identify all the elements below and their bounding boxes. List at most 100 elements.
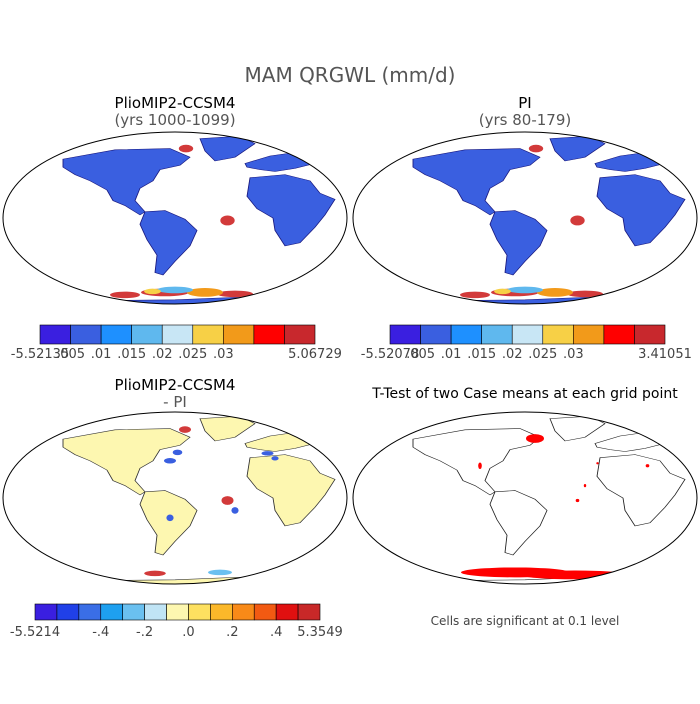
- colorbar-swatch: [275, 603, 299, 621]
- colorbar-label: -5.52135: [11, 347, 69, 362]
- colorbar-label: .015: [467, 347, 496, 362]
- map-panel: PlioMIP2-CCSM4(yrs 1000-1099) -5.52135.00…: [2, 94, 348, 362]
- colorbar-swatch: [542, 324, 574, 345]
- colorbar-label: .005: [406, 347, 435, 362]
- colorbar-swatch: [39, 324, 71, 345]
- value-patch: [478, 462, 482, 470]
- colorbar-label: .005: [56, 347, 85, 362]
- figure-title: MAM QRGWL (mm/d): [245, 63, 456, 87]
- colorbar-swatch: [481, 324, 513, 345]
- colorbar-swatch: [450, 324, 482, 345]
- colorbar-label: .2: [226, 625, 238, 640]
- colorbar-label: .01: [91, 347, 112, 362]
- colorbar-swatch: [634, 324, 666, 345]
- colorbar-swatch: [100, 324, 132, 345]
- value-patch: [208, 569, 232, 576]
- value-patch: [166, 514, 174, 522]
- panel-footer: Cells are significant at 0.1 level: [431, 614, 620, 628]
- colorbar-swatch: [34, 603, 58, 621]
- colorbar-label: -5.5214: [10, 625, 60, 640]
- colorbar-swatch: [223, 324, 255, 345]
- colorbar-swatch: [511, 324, 544, 345]
- value-patch: [178, 144, 194, 153]
- colorbar-swatch: [70, 324, 102, 345]
- value-patch: [645, 464, 650, 468]
- colorbar-swatch: [56, 603, 80, 621]
- colorbar-swatch: [573, 324, 605, 345]
- value-patch: [231, 507, 239, 514]
- map-border: [352, 411, 698, 585]
- map-content: [399, 135, 697, 304]
- map-content: [49, 135, 347, 304]
- colorbar-label: .02: [502, 347, 523, 362]
- value-patch: [164, 458, 176, 464]
- colorbar-label: 5.06729: [288, 347, 342, 362]
- value-patch: [217, 290, 253, 298]
- colorbar-swatch: [232, 603, 255, 621]
- value-patch: [567, 290, 603, 298]
- colorbar-label: .025: [178, 347, 207, 362]
- value-patch: [460, 291, 490, 299]
- colorbar-swatch: [253, 324, 285, 345]
- colorbar-swatch: [284, 324, 316, 345]
- colorbar-swatch: [131, 324, 163, 345]
- colorbar-swatch: [161, 324, 194, 345]
- colorbar-swatch: [210, 603, 233, 621]
- colorbar-swatch: [389, 324, 421, 345]
- value-patch: [271, 456, 279, 461]
- value-patch: [157, 286, 193, 294]
- colorbar-label: .03: [563, 347, 584, 362]
- colorbar-label: .015: [117, 347, 146, 362]
- map-border: [2, 411, 348, 585]
- panels-layer: PlioMIP2-CCSM4(yrs 1000-1099)-5.52135.00…: [2, 94, 698, 640]
- value-patch: [304, 566, 316, 571]
- colorbar: -5.5214 -.4 -.2 .0 .2 .4 5.3549: [10, 603, 343, 640]
- map-panel: PlioMIP2-CCSM4- PI -5.5214 -.4 -.2 .0 .2 .4 5.3…: [2, 376, 348, 640]
- panel-subtitle: (yrs 80-179): [479, 111, 571, 129]
- colorbar-swatch: [297, 603, 321, 621]
- map-border: [352, 131, 698, 305]
- panel-subtitle: (yrs 1000-1099): [114, 111, 235, 129]
- value-patch: [575, 498, 580, 503]
- colorbar: -5.52078.005 .01 .015 .02 .025 .03 3.41051: [361, 324, 692, 362]
- colorbar-label: .02: [152, 347, 173, 362]
- colorbar-label: .03: [213, 347, 234, 362]
- colorbar-swatch: [122, 603, 145, 621]
- colorbar-label: .01: [441, 347, 462, 362]
- value-patch: [528, 144, 544, 153]
- value-patch: [179, 426, 191, 433]
- colorbar-label: .0: [182, 625, 194, 640]
- value-patch: [187, 288, 223, 297]
- colorbar-label: -.4: [92, 625, 109, 640]
- value-patch: [507, 286, 543, 294]
- map-border: [2, 131, 348, 305]
- colorbar-swatch: [188, 603, 211, 621]
- colorbar-label: .4: [270, 625, 282, 640]
- colorbar-swatch: [253, 603, 277, 621]
- value-patch: [144, 570, 166, 577]
- value-patch: [273, 569, 297, 576]
- value-patch: [570, 215, 585, 226]
- panel-subtitle: - PI: [163, 393, 187, 411]
- value-patch: [110, 291, 140, 299]
- panel-title: PlioMIP2-CCSM4: [115, 94, 236, 112]
- value-patch: [537, 288, 573, 297]
- colorbar-swatch: [78, 603, 102, 621]
- panel-title: T-Test of two Case means at each grid po…: [371, 386, 678, 402]
- colorbar-swatch: [100, 603, 123, 621]
- value-patch: [172, 449, 183, 456]
- map-panel: PI(yrs 80-179) -5.52078.005 .01 .015 .02 .025…: [352, 94, 698, 362]
- colorbar: -5.52135.005 .01 .015 .02 .025 .03 5.06729: [11, 324, 342, 362]
- value-patch: [583, 483, 587, 488]
- colorbar-label: 5.3549: [297, 625, 343, 640]
- colorbar-swatch: [420, 324, 452, 345]
- value-patch: [144, 288, 161, 295]
- colorbar-swatch: [144, 603, 167, 621]
- value-patch: [220, 215, 235, 226]
- colorbar-label: -.2: [136, 625, 153, 640]
- colorbar-swatch: [603, 324, 635, 345]
- colorbar-label: 3.41051: [638, 347, 692, 362]
- value-patch: [526, 434, 544, 443]
